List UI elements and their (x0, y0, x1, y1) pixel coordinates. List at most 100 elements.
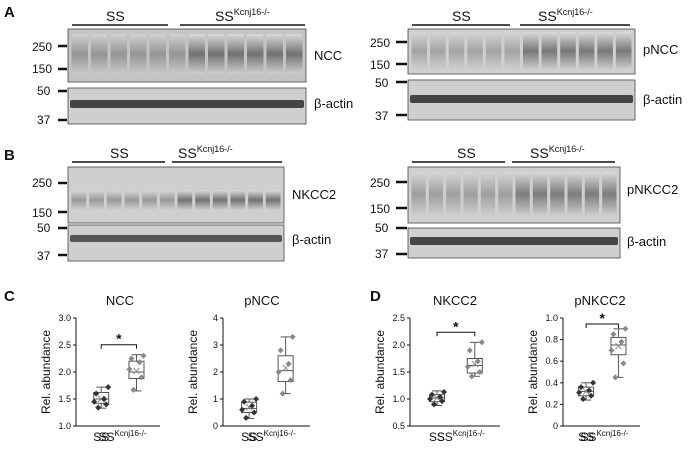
group-label-ko-main: SS (178, 145, 197, 161)
chart-title: pNCC (244, 293, 279, 308)
y-tick-label: 1 (213, 394, 218, 404)
mw-37: 37 (37, 113, 51, 127)
x-category-sup: Kcnj16-/- (453, 429, 485, 438)
blot-lane (212, 190, 228, 210)
x-category-main: SS (578, 430, 594, 444)
blot-lane (89, 190, 104, 210)
y-tick-label: 2 (213, 367, 218, 377)
blot-lane (430, 32, 446, 70)
data-point (429, 391, 435, 398)
mw-50: 50 (375, 221, 389, 235)
blot-lane (578, 32, 595, 70)
blot-lane (71, 34, 88, 74)
x-category-main: SS (437, 430, 453, 444)
data-point (126, 366, 133, 373)
y-tick-label: 2.0 (58, 367, 71, 377)
data-point (580, 396, 587, 402)
y-tick-label: 1.5 (392, 367, 405, 377)
data-point (95, 404, 102, 411)
blot-a-left: SS SSKcnj16-/- 250 150 50 37 NCC β-actin (32, 7, 353, 127)
mw-37: 37 (37, 249, 51, 263)
x-category-label: SSKcnj16-/- (437, 429, 485, 444)
nkcc2-membrane (67, 166, 285, 224)
mw-250: 250 (32, 176, 52, 190)
mw-50: 50 (37, 221, 51, 235)
y-tick-label: 2.5 (58, 340, 71, 350)
x-category-sup: Kcnj16-/- (596, 429, 628, 438)
data-point (289, 333, 296, 340)
data-point (241, 398, 248, 405)
mw-150: 150 (370, 58, 390, 72)
data-point (439, 398, 445, 405)
mean-marker (615, 342, 622, 350)
blot-lane (584, 172, 600, 216)
mw-37: 37 (375, 247, 389, 261)
blot-lane (550, 172, 565, 216)
actin-band-a-left (70, 100, 304, 108)
significance-bracket (100, 344, 137, 349)
y-tick-label: 0 (213, 421, 218, 431)
blot-b-right: SS SSKcnj16-/- 250 150 50 37 pNKCC2 β-ac… (370, 144, 678, 261)
mean-marker (282, 364, 289, 372)
data-point (128, 355, 135, 362)
data-point (130, 386, 137, 393)
pnkcc2-membrane (407, 166, 621, 224)
x-category-main: SS (580, 430, 596, 444)
y-tick-label: 0.5 (392, 421, 405, 431)
mw-150: 150 (32, 206, 52, 220)
data-point (251, 409, 258, 416)
x-category-label: SS (578, 430, 594, 444)
blot-a-right: SS SSKcnj16-/- 250 150 50 37 pNCC β-acti… (370, 7, 682, 123)
data-point (588, 392, 595, 399)
chart-title: pNKCC2 (574, 293, 625, 308)
x-category-main: SS (241, 430, 257, 444)
pncc-lanes (411, 32, 632, 70)
x-category-label: SS (241, 430, 257, 444)
y-tick-label: 0.6 (545, 356, 558, 366)
group-label-ko: SSKcnj16-/- (538, 7, 593, 24)
mw-250: 250 (32, 40, 52, 54)
data-point (140, 352, 147, 359)
data-point (249, 402, 256, 409)
target-label-pnkcc2: pNKCC2 (627, 182, 678, 197)
data-point (138, 374, 145, 381)
data-point (576, 389, 583, 396)
data-point (437, 393, 443, 400)
significance-marker: * (453, 318, 459, 334)
blot-lane (248, 190, 263, 210)
data-point (620, 360, 627, 367)
y-axis-label: Rel. abundance (373, 330, 387, 414)
blot-lane (428, 172, 444, 216)
box (93, 392, 110, 404)
group-label-ko-sup: Kcnj16-/- (234, 7, 270, 17)
data-point (431, 401, 437, 408)
blot-lane (411, 32, 428, 70)
y-tick-label: 1.0 (545, 313, 558, 323)
blot-lane (247, 34, 264, 74)
blot-lane (597, 32, 613, 70)
mw-250: 250 (370, 36, 390, 50)
data-point (578, 384, 585, 391)
blot-lane (615, 32, 632, 70)
blot-lane (532, 172, 548, 216)
group-label-ko-sup: Kcnj16-/- (197, 144, 233, 154)
data-point (253, 396, 260, 402)
group-label-ss: SS (106, 8, 125, 24)
mw-50: 50 (375, 76, 389, 90)
actin-band-b-right (410, 237, 618, 245)
y-tick-label: 4 (213, 313, 218, 323)
data-point (427, 396, 433, 402)
group-label-ko-sup: Kcnj16-/- (549, 144, 585, 154)
blot-lane (227, 34, 244, 74)
pnkcc2-lanes (411, 172, 617, 216)
y-tick-label: 3.0 (58, 313, 71, 323)
mw-37: 37 (375, 109, 389, 123)
group-label-ko-sup: Kcnj16-/- (557, 7, 593, 17)
x-category-main: SS (429, 430, 445, 444)
data-point (464, 363, 471, 370)
data-point (474, 358, 481, 365)
y-tick-label: 0 (553, 421, 558, 431)
actin-band-b-left (70, 235, 282, 242)
